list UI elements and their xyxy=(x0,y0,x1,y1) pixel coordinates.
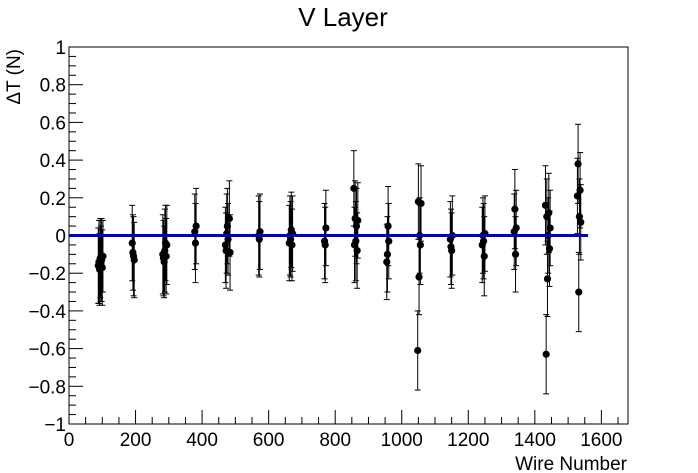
data-point xyxy=(574,160,582,168)
data-point xyxy=(255,235,263,243)
data-point xyxy=(128,239,136,247)
data-point xyxy=(223,222,231,230)
data-point xyxy=(414,346,422,355)
data-point xyxy=(545,245,554,253)
data-point xyxy=(511,205,519,213)
data-point xyxy=(575,288,583,296)
error-bars xyxy=(95,123,584,395)
data-point xyxy=(98,263,106,272)
data-point xyxy=(352,237,360,245)
data-point xyxy=(417,199,425,208)
x-tick-label: 400 xyxy=(186,430,218,451)
data-point xyxy=(575,213,584,221)
y-tick-label: 0.2 xyxy=(40,189,66,210)
y-tick-label: −0.2 xyxy=(28,264,66,285)
data-point xyxy=(160,258,168,266)
x-tick-label: 1200 xyxy=(447,430,489,451)
x-tick-label: 600 xyxy=(253,430,285,451)
data-point xyxy=(383,250,392,258)
data-point xyxy=(221,241,229,249)
x-axis-title: Wire Number xyxy=(515,454,628,473)
data-point xyxy=(162,252,170,260)
axis-ticks xyxy=(68,46,619,425)
x-tick-label: 1600 xyxy=(580,430,622,451)
y-tick-label: 0 xyxy=(55,227,66,248)
data-point xyxy=(479,237,488,245)
data-point xyxy=(224,235,232,243)
data-point xyxy=(542,350,550,358)
data-point xyxy=(448,246,456,255)
data-point xyxy=(384,222,392,230)
data-point xyxy=(350,184,358,192)
data-point xyxy=(480,252,488,260)
data-point xyxy=(512,224,520,232)
data-point xyxy=(192,222,200,230)
data-point xyxy=(256,228,264,236)
data-point xyxy=(191,239,200,247)
y-tick-label: −1 xyxy=(44,415,66,436)
y-tick-label: −0.6 xyxy=(28,340,66,361)
data-point xyxy=(415,273,423,281)
x-tick-label: 0 xyxy=(64,430,75,451)
data-point xyxy=(163,241,171,249)
y-tick-label: 0.6 xyxy=(40,113,66,134)
data-point xyxy=(385,237,393,245)
x-tick-label: 200 xyxy=(120,430,152,451)
data-point xyxy=(354,216,362,225)
data-point xyxy=(543,275,552,283)
y-tick-label: 0.8 xyxy=(40,76,66,97)
data-point xyxy=(191,228,199,236)
y-tick-label: −0.4 xyxy=(28,302,66,323)
y-tick-label: 0.4 xyxy=(40,151,67,172)
data-point xyxy=(130,256,138,264)
x-tick-label: 1400 xyxy=(514,430,556,451)
data-point xyxy=(161,246,169,255)
data-point xyxy=(225,214,233,223)
y-axis-title: ΔT (N) xyxy=(4,49,25,105)
data-point xyxy=(511,250,520,258)
data-point xyxy=(288,241,296,249)
data-point xyxy=(576,186,584,194)
data-point xyxy=(416,241,424,249)
y-tick-label: −0.8 xyxy=(28,377,66,398)
data-point xyxy=(352,222,361,230)
data-point xyxy=(383,258,391,266)
chart-title: V Layer xyxy=(298,2,388,32)
data-point xyxy=(99,252,107,260)
data-point xyxy=(577,218,585,226)
data-point xyxy=(546,224,554,232)
data-points xyxy=(94,160,585,358)
tick-labels: 0 200 400 600 800 1000 1200 1400 1600 −1 −0.8 −0.6 −… xyxy=(28,38,622,451)
data-point xyxy=(322,224,330,232)
data-point xyxy=(573,192,582,200)
data-point xyxy=(541,201,550,209)
data-point xyxy=(353,246,361,255)
x-tick-label: 1000 xyxy=(381,430,423,451)
data-point xyxy=(287,235,295,243)
y-tick-label: 1 xyxy=(55,38,66,59)
data-point xyxy=(321,241,329,249)
data-point xyxy=(545,209,553,217)
x-tick-label: 800 xyxy=(319,430,351,451)
data-point xyxy=(226,248,234,257)
